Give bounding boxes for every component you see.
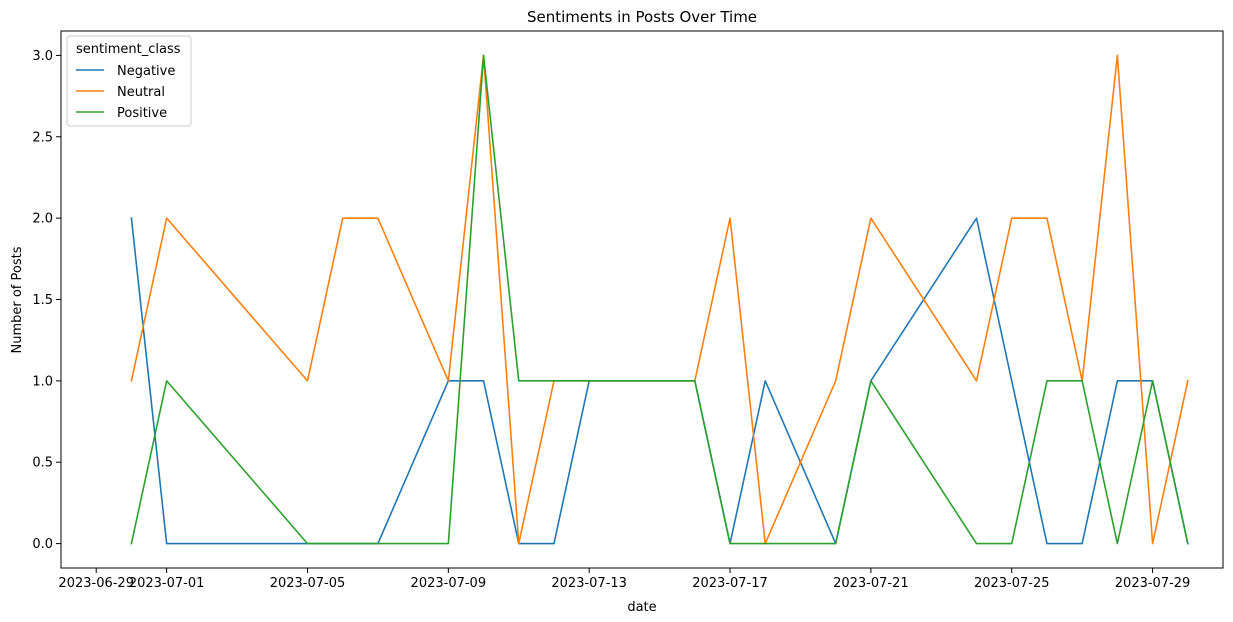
series-line-positive <box>130 54 1189 545</box>
plot-frame <box>60 30 1224 569</box>
x-tick-label: 2023-07-25 <box>974 576 1050 591</box>
x-tick-label: 2023-07-09 <box>411 576 487 591</box>
y-tick-label: 3.0 <box>32 49 53 64</box>
y-tick-label: 1.0 <box>32 374 53 389</box>
series-line-neutral <box>130 54 1189 545</box>
y-axis-title: Number of Posts <box>10 246 25 353</box>
y-tick-label: 2.5 <box>32 130 53 145</box>
series-layer <box>130 54 1189 545</box>
x-tick-label: 2023-06-29 <box>58 576 134 591</box>
legend-title: sentiment_class <box>76 42 181 57</box>
y-tick-label: 1.5 <box>32 293 53 308</box>
x-tick-label: 2023-07-21 <box>833 576 909 591</box>
x-axis-title: date <box>627 600 656 615</box>
x-tick-label: 2023-07-13 <box>551 576 627 591</box>
x-tick-label: 2023-07-29 <box>1115 576 1191 591</box>
legend-label-neutral: Neutral <box>117 85 165 100</box>
y-tick-label: 2.0 <box>32 212 53 227</box>
y-axis: 0.0 0.5 1.0 1.5 2.0 2.5 3.0 <box>32 49 61 552</box>
legend: sentiment_class Negative Neutral Positive <box>66 35 192 127</box>
legend-box <box>66 35 192 127</box>
x-tick-label: 2023-07-17 <box>692 576 768 591</box>
chart-title: Sentiments in Posts Over Time <box>527 8 757 26</box>
plot-area <box>60 30 1224 569</box>
legend-items: Negative Neutral Positive <box>76 64 175 121</box>
y-tick-label: 0.0 <box>32 537 53 552</box>
y-tick-label: 0.5 <box>32 456 53 471</box>
x-tick-label: 2023-07-05 <box>270 576 346 591</box>
x-tick-label: 2023-07-01 <box>129 576 205 591</box>
legend-label-positive: Positive <box>117 106 167 121</box>
legend-label-negative: Negative <box>117 64 175 79</box>
